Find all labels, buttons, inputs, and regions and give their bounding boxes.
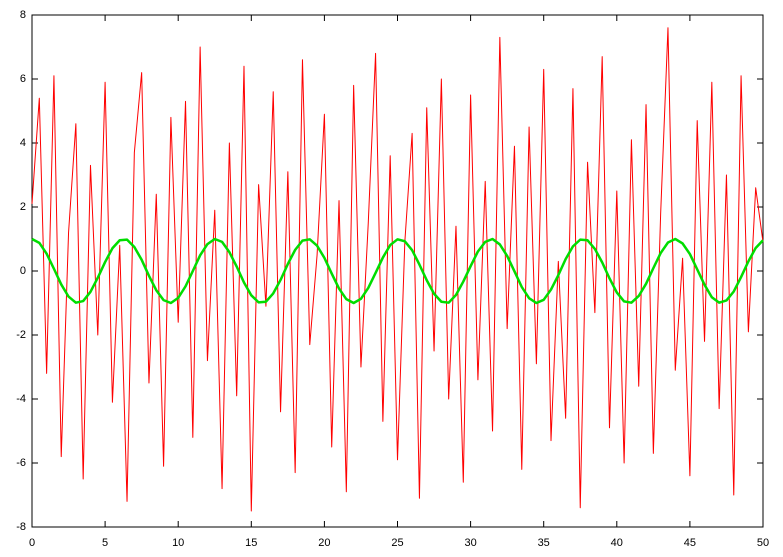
x-tick-label: 0 <box>29 537 35 549</box>
x-tick-label: 25 <box>391 537 403 549</box>
y-tick-label: -6 <box>16 457 26 469</box>
x-tick-label: 50 <box>757 537 769 549</box>
x-tick-label: 10 <box>172 537 184 549</box>
x-tick-label: 40 <box>611 537 623 549</box>
y-tick-label: 6 <box>20 73 26 85</box>
y-tick-label: 2 <box>20 201 26 213</box>
x-tick-label: 20 <box>318 537 330 549</box>
y-tick-label: -8 <box>16 521 26 533</box>
x-tick-label: 15 <box>245 537 257 549</box>
x-tick-label: 5 <box>102 537 108 549</box>
y-tick-label: 0 <box>20 265 26 277</box>
series-line <box>31 237 764 305</box>
y-tick-label: 4 <box>20 137 26 149</box>
y-tick-label: -2 <box>16 329 26 341</box>
x-tick-label: 30 <box>464 537 476 549</box>
x-tick-label: 45 <box>684 537 696 549</box>
x-tick-label: 35 <box>538 537 550 549</box>
y-tick-label: 8 <box>20 9 26 21</box>
y-tick-label: -4 <box>16 393 26 405</box>
